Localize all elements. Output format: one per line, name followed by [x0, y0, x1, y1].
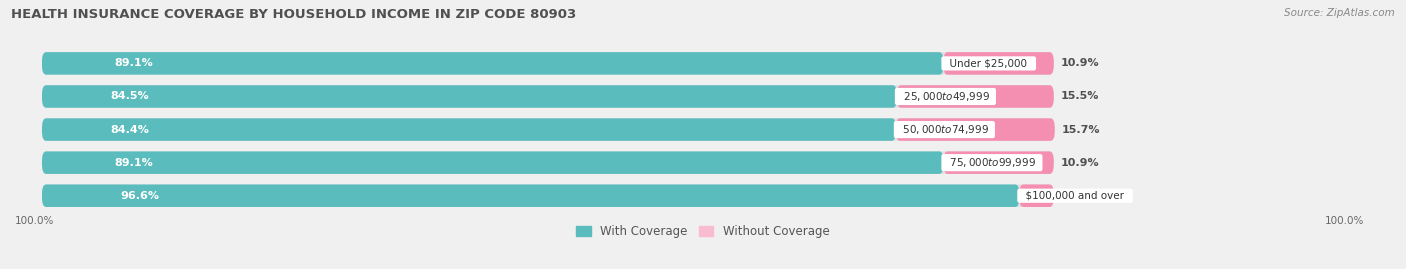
FancyBboxPatch shape: [42, 52, 943, 75]
FancyBboxPatch shape: [42, 151, 943, 174]
FancyBboxPatch shape: [42, 52, 1053, 75]
FancyBboxPatch shape: [42, 151, 1053, 174]
FancyBboxPatch shape: [42, 85, 1053, 108]
Text: Source: ZipAtlas.com: Source: ZipAtlas.com: [1284, 8, 1395, 18]
Text: 100.0%: 100.0%: [15, 215, 55, 226]
FancyBboxPatch shape: [896, 118, 1054, 141]
Text: Under $25,000: Under $25,000: [943, 58, 1033, 68]
Text: 89.1%: 89.1%: [114, 158, 153, 168]
Text: 100.0%: 100.0%: [1324, 215, 1364, 226]
Text: 84.5%: 84.5%: [111, 91, 149, 101]
Text: 89.1%: 89.1%: [114, 58, 153, 68]
Text: 96.6%: 96.6%: [120, 191, 159, 201]
Text: $75,000 to $99,999: $75,000 to $99,999: [943, 156, 1040, 169]
FancyBboxPatch shape: [42, 185, 1019, 207]
Text: 10.9%: 10.9%: [1060, 58, 1099, 68]
Text: $100,000 and over: $100,000 and over: [1019, 191, 1130, 201]
Text: 15.5%: 15.5%: [1060, 91, 1099, 101]
FancyBboxPatch shape: [42, 118, 896, 141]
FancyBboxPatch shape: [943, 52, 1053, 75]
FancyBboxPatch shape: [897, 85, 1053, 108]
FancyBboxPatch shape: [943, 151, 1053, 174]
Text: 3.4%: 3.4%: [1060, 191, 1091, 201]
Text: $25,000 to $49,999: $25,000 to $49,999: [897, 90, 994, 103]
Text: HEALTH INSURANCE COVERAGE BY HOUSEHOLD INCOME IN ZIP CODE 80903: HEALTH INSURANCE COVERAGE BY HOUSEHOLD I…: [11, 8, 576, 21]
FancyBboxPatch shape: [42, 118, 1053, 141]
FancyBboxPatch shape: [1019, 185, 1053, 207]
Text: 84.4%: 84.4%: [110, 125, 149, 134]
FancyBboxPatch shape: [42, 185, 1053, 207]
Text: 15.7%: 15.7%: [1062, 125, 1099, 134]
Legend: With Coverage, Without Coverage: With Coverage, Without Coverage: [572, 221, 834, 243]
FancyBboxPatch shape: [42, 85, 897, 108]
Text: 10.9%: 10.9%: [1060, 158, 1099, 168]
Text: $50,000 to $74,999: $50,000 to $74,999: [896, 123, 993, 136]
